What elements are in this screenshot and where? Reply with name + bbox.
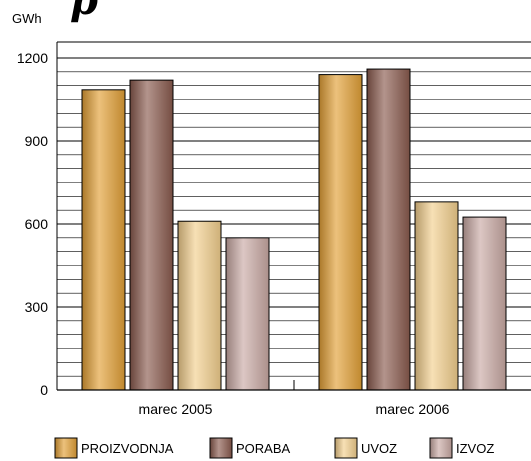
legend-label-izvoz: IZVOZ [456, 441, 494, 456]
bar-proizvodnja-1 [81, 89, 126, 391]
bar-poraba-1 [129, 79, 174, 391]
x-category-label: marec 2005 [139, 401, 213, 417]
x-axis-category-labels: marec 2005 marec 2006 [139, 401, 450, 417]
y-tick-label: 1200 [17, 50, 48, 66]
y-tick-label: 0 [40, 382, 48, 398]
bars [81, 68, 507, 391]
legend-swatch-poraba [209, 437, 233, 459]
bar-izvoz-2 [462, 216, 507, 391]
bar-proizvodnja-2 [318, 74, 363, 391]
grid-lines [57, 57, 531, 391]
x-category-label: marec 2006 [376, 401, 450, 417]
axes [56, 41, 531, 391]
bar-uvoz-2 [414, 201, 459, 391]
legend-label-poraba: PORABA [236, 441, 291, 456]
y-tick-label: 900 [25, 133, 49, 149]
bar-poraba-2 [366, 68, 411, 391]
bar-izvoz-1 [225, 237, 270, 391]
legend-label-uvoz: UVOZ [361, 441, 397, 456]
y-tick-label: 600 [25, 216, 49, 232]
bar-uvoz-1 [177, 220, 222, 391]
legend-swatch-uvoz [334, 437, 358, 459]
unit-label: GWh [12, 11, 42, 26]
legend-label-proizvodnja: PROIZVODNJA [81, 441, 174, 456]
legend: PROIZVODNJA PORABA UVOZ IZVOZ [54, 437, 494, 459]
y-axis-tick-labels: 0 300 600 900 1200 [17, 50, 48, 398]
legend-swatch-izvoz [429, 437, 453, 459]
y-tick-label: 300 [25, 299, 49, 315]
title-fragment: p [70, 0, 98, 24]
legend-swatch-proizvodnja [54, 437, 78, 459]
